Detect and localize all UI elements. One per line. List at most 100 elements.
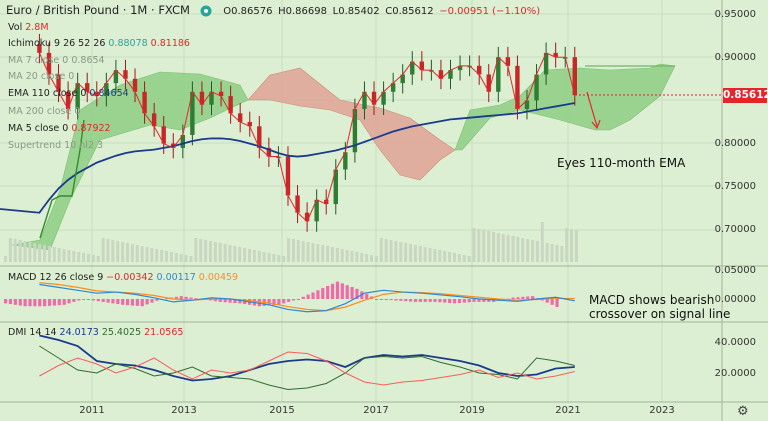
candle-body xyxy=(534,74,539,101)
macd-histogram-bar xyxy=(394,299,398,301)
candle-body xyxy=(180,134,186,148)
volume-bar xyxy=(550,244,554,262)
volume-bar xyxy=(111,240,115,262)
macd-histogram-bar xyxy=(365,293,369,299)
candle-body xyxy=(56,74,61,92)
dmi-plus-line xyxy=(39,345,575,391)
macd-histogram-bar xyxy=(291,299,296,301)
volume-bar xyxy=(52,247,56,262)
volume-bar xyxy=(350,251,354,262)
volume-bar xyxy=(194,238,198,262)
macd-histogram-bar xyxy=(409,299,413,302)
macd-histogram-bar xyxy=(511,297,515,299)
cloud-bear-area xyxy=(247,67,456,181)
ma-5-line xyxy=(38,52,576,223)
volume-bar xyxy=(233,246,237,262)
macd-histogram-bar xyxy=(438,299,442,303)
candle-body xyxy=(94,91,99,97)
macd-line-value: 0.00117 xyxy=(156,272,196,283)
macd-histogram-bar xyxy=(428,299,432,302)
volume-bar xyxy=(306,242,310,262)
ma-hidden-legend-2[interactable]: MA 20 close 0 xyxy=(8,71,75,82)
volume-bar xyxy=(433,249,437,262)
volume-bar xyxy=(82,253,86,262)
candle-body xyxy=(390,83,396,92)
volume-bar xyxy=(511,236,515,262)
macd-histogram-bar xyxy=(457,299,462,303)
candle-body xyxy=(486,74,491,92)
volume-bar xyxy=(277,255,281,262)
volume-bar xyxy=(365,254,369,262)
macd-histogram-bar xyxy=(8,299,13,305)
macd-histogram-bar xyxy=(418,299,422,302)
macd-histogram-bar xyxy=(452,299,457,304)
candle-body xyxy=(190,91,195,135)
volume-bar xyxy=(370,255,373,262)
macd-histogram-bar xyxy=(306,294,310,299)
volume-bar xyxy=(555,245,559,262)
time-tick: 2015 xyxy=(269,405,295,416)
macd-annotation-1: MACD shows bearish xyxy=(589,293,715,307)
volume-bar xyxy=(496,233,500,262)
volume-bar xyxy=(145,247,149,262)
vol-legend[interactable]: Vol 2.8M xyxy=(8,22,52,33)
ma-hidden-legend-1[interactable]: MA 7 close 0 0.8654 xyxy=(8,55,105,66)
candle-body xyxy=(457,65,463,71)
volume-bar xyxy=(218,243,222,262)
macd-histogram-bar xyxy=(23,299,27,307)
macd-histogram-bar xyxy=(516,297,520,299)
supertrend-legend[interactable]: Supertrend 10 hl2 3 xyxy=(8,140,104,151)
macd-histogram-bar xyxy=(62,299,66,305)
candle-body xyxy=(104,83,109,97)
candle-body xyxy=(438,70,444,79)
candle-body xyxy=(113,70,119,84)
volume-bar xyxy=(47,246,51,262)
macd-histogram-bar xyxy=(282,299,286,304)
dmi-minus-line xyxy=(39,351,575,386)
macd-histogram-bar xyxy=(174,296,178,299)
macd-histogram-bar xyxy=(52,299,56,306)
macd-histogram-bar xyxy=(150,299,154,303)
macd-histogram-bar xyxy=(38,299,42,307)
eye-icon[interactable] xyxy=(200,5,212,17)
volume-bar xyxy=(91,255,95,262)
macd-histogram-bar xyxy=(179,296,183,299)
price-lines xyxy=(0,52,722,239)
candle-body xyxy=(352,109,358,153)
volume-bar xyxy=(374,256,378,262)
volume-bar xyxy=(282,256,286,262)
volume-bar xyxy=(160,250,164,262)
macd-histogram-bar xyxy=(521,296,525,299)
ichimoku-legend[interactable]: Ichimoku 9 26 52 26 0.88078 0.81186 xyxy=(8,38,193,49)
volume-bar xyxy=(189,256,193,262)
volume-bar xyxy=(130,244,134,262)
volume-bar xyxy=(360,253,364,262)
candle-body xyxy=(515,65,520,110)
settings-gear-icon[interactable]: ⚙ xyxy=(737,404,749,419)
dmi-adx-line xyxy=(39,334,575,382)
macd-histogram-bar xyxy=(145,299,149,305)
macd-legend[interactable]: MACD 12 26 close 9 −0.00342 0.00117 0.00459 xyxy=(8,272,241,283)
volume-bar xyxy=(77,252,81,262)
candle-body xyxy=(400,74,405,84)
macd-histogram-bar xyxy=(277,299,281,305)
ma200-legend[interactable]: MA 200 close 0 xyxy=(8,106,81,117)
volume-bar xyxy=(443,251,447,262)
macd-histogram-bar xyxy=(4,299,8,304)
volume-bar xyxy=(28,242,32,262)
volume-bar xyxy=(394,241,398,262)
time-tick: 2017 xyxy=(363,405,389,416)
symbol-name[interactable]: Euro / British Pound · 1M · FXCM xyxy=(6,3,190,17)
ma5-legend[interactable]: MA 5 close 0 0.87922 xyxy=(8,123,114,134)
time-tick: 2021 xyxy=(555,405,581,416)
volume-bar xyxy=(355,252,359,262)
volume-bar xyxy=(96,256,100,262)
open-value: O0.86576 xyxy=(223,6,273,17)
ema-legend[interactable]: EMA 110 close 0 0.84654 xyxy=(8,88,132,99)
candle-body xyxy=(324,199,329,205)
volume-bar xyxy=(335,248,339,262)
ichimoku-value-1: 0.88078 xyxy=(108,38,148,49)
candle-body xyxy=(123,70,128,79)
dmi-legend[interactable]: DMI 14 14 24.0173 25.4025 21.0565 xyxy=(8,327,186,338)
